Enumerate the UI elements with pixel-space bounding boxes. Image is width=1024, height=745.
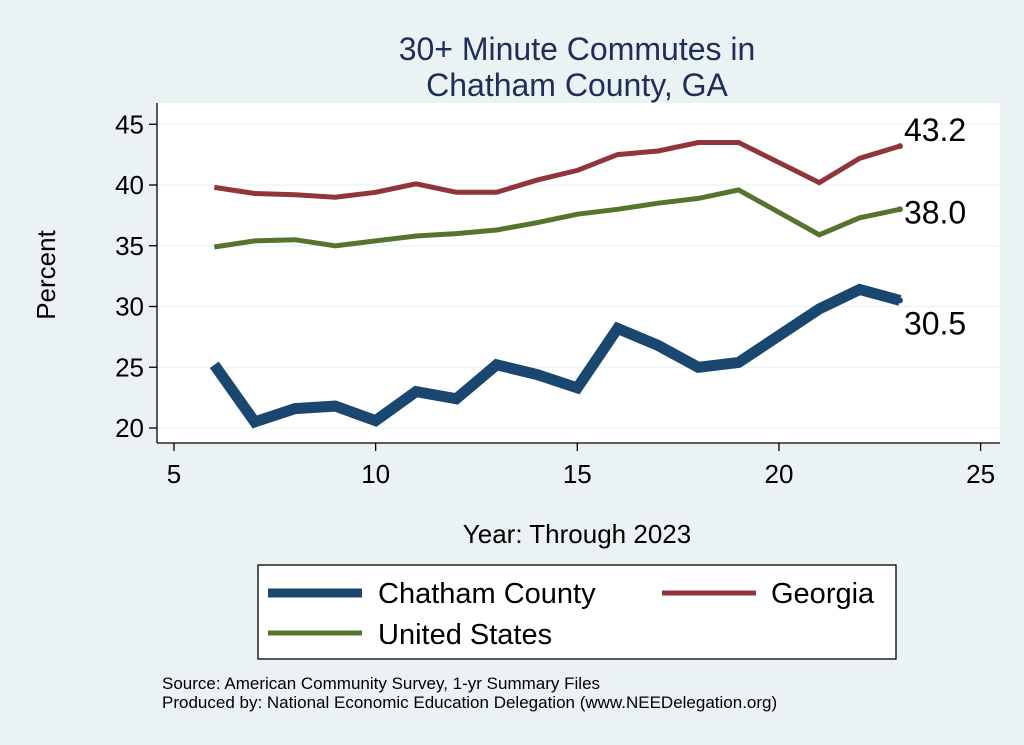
series-line-united-states [213, 187, 901, 250]
x-tick-label-5: 5 [167, 459, 181, 489]
end-label-georgia: 43.2 [904, 112, 966, 148]
gridlines [157, 123, 1000, 429]
source-note: Source: American Community Survey, 1-yr … [162, 674, 600, 693]
x-tick-label-10: 10 [361, 459, 390, 489]
y-tick-label-45: 45 [115, 109, 144, 139]
legend-label-chatham: Chatham County [378, 578, 596, 610]
series-endpoint-georgia [896, 143, 903, 150]
y-axis-ticks: 20 25 30 35 40 45 [115, 109, 157, 443]
legend-label-georgia: Georgia [771, 578, 875, 610]
series-endpoint-chatham-county [896, 297, 903, 304]
y-axis-title: Percent [31, 229, 61, 319]
series-line-chatham-county [209, 283, 902, 429]
series-endpoint-united-states [896, 206, 903, 213]
series-layer: 43.2 38.0 30.5 [209, 112, 966, 429]
x-tick-label-20: 20 [764, 459, 793, 489]
legend-box [257, 564, 897, 660]
x-tick-label-25: 25 [966, 459, 995, 489]
y-tick-label-40: 40 [115, 170, 144, 200]
producer-note: Produced by: National Economic Education… [162, 693, 777, 712]
legend-label-united-states: United States [378, 619, 552, 651]
y-tick-label-35: 35 [115, 231, 144, 261]
y-tick-label-25: 25 [115, 352, 144, 382]
series-line-georgia [213, 140, 901, 200]
chart-title-line-1: 30+ Minute Commutes in [399, 31, 756, 67]
x-axis-title: Year: Through 2023 [463, 519, 691, 549]
y-tick-label-20: 20 [115, 413, 144, 443]
end-label-chatham-county: 30.5 [904, 305, 966, 341]
y-tick-label-30: 30 [115, 292, 144, 322]
x-tick-label-15: 15 [563, 459, 592, 489]
end-label-united-states: 38.0 [904, 194, 966, 230]
chart-title-line-2: Chatham County, GA [426, 67, 728, 103]
x-axis-ticks: 5 10 15 20 25 [167, 443, 995, 489]
